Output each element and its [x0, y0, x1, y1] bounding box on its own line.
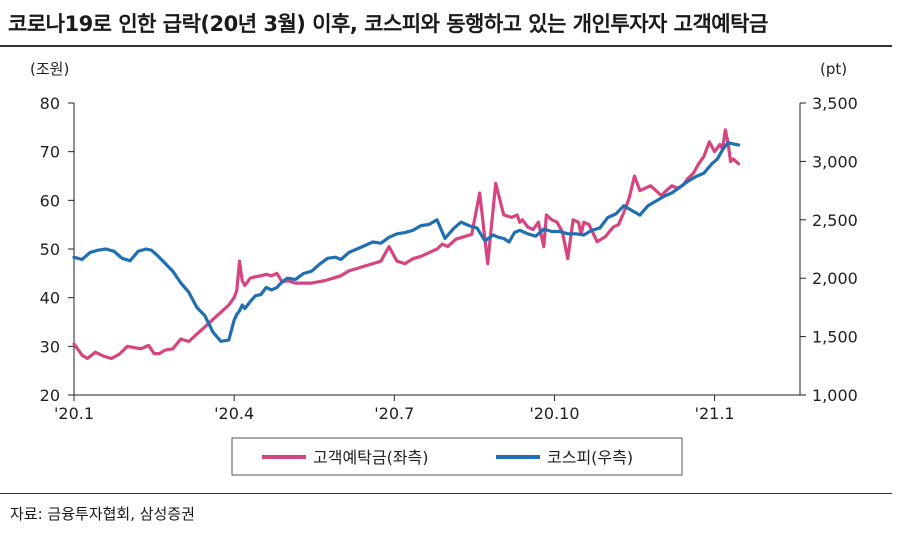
right-tick-label: 1,500	[812, 328, 858, 347]
left-axis-unit: (조원)	[30, 60, 69, 78]
legend: 고객예탁금(좌측) 코스피(우측)	[231, 437, 683, 476]
x-tick-label: '20.1	[54, 404, 94, 423]
right-axis-unit: (pt)	[820, 60, 847, 78]
legend-label-deposits: 고객예탁금(좌측)	[313, 448, 429, 467]
source-note: 자료: 금융투자협회, 삼성증권	[10, 505, 195, 523]
left-tick-label: 70	[40, 143, 60, 162]
x-tick-label: '20.10	[529, 404, 579, 423]
source-rule	[0, 493, 892, 494]
right-tick-label: 3,000	[812, 152, 858, 171]
right-tick-label: 3,500	[812, 94, 858, 113]
right-axis-ticks: 1,000 1,500 2,000 2,500 3,000 3,500	[800, 94, 858, 405]
legend-box	[231, 437, 683, 476]
right-tick-label: 2,500	[812, 211, 858, 230]
right-tick-label: 1,000	[812, 386, 858, 405]
x-tick-label: '20.4	[214, 404, 254, 423]
left-tick-label: 80	[40, 94, 60, 113]
left-tick-label: 40	[40, 289, 60, 308]
left-tick-label: 30	[40, 337, 60, 356]
series-line-deposits	[72, 128, 741, 361]
x-axis-ticks: '20.1 '20.4 '20.7 '20.10 '21.1	[54, 395, 735, 423]
left-tick-label: 60	[40, 191, 60, 210]
series-layer	[72, 128, 741, 361]
chart-title: 코로나19로 인한 급락(20년 3월) 이후, 코스피와 동행하고 있는 개인…	[8, 12, 768, 36]
left-tick-label: 20	[40, 386, 60, 405]
legend-label-kospi: 코스피(우측)	[547, 448, 633, 467]
left-tick-label: 50	[40, 240, 60, 259]
left-axis-ticks: 20 30 40 50 60 70 80	[40, 94, 74, 405]
right-tick-label: 2,000	[812, 269, 858, 288]
series-line-kospi	[72, 141, 741, 343]
title-rule	[0, 45, 892, 47]
x-tick-label: '21.1	[695, 404, 735, 423]
x-tick-label: '20.7	[374, 404, 414, 423]
